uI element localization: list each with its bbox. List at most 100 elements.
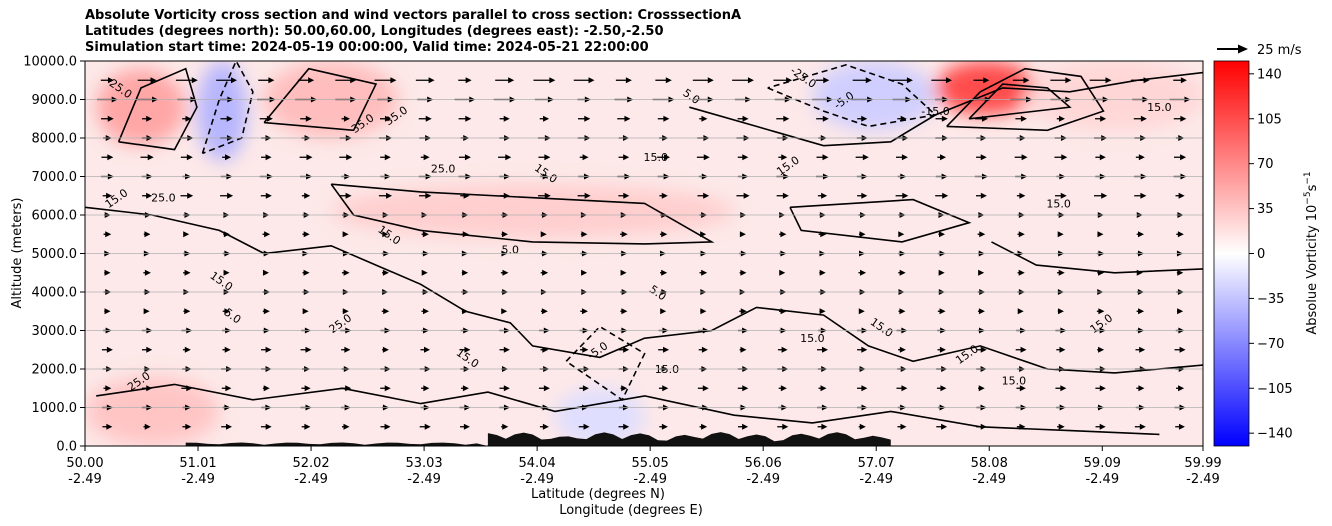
wind-vector [739,269,747,276]
wind-vector-head [980,154,987,161]
wind-vector [1136,269,1143,276]
wind-vector [458,154,471,161]
wind-vector-head [345,192,352,199]
wind-vector [175,77,198,84]
wind-vector-head [701,269,708,276]
wind-vector-head [1061,154,1068,161]
wind-vector [501,231,508,238]
contour-line-8 [96,383,1160,436]
wind-vector-head [701,423,708,430]
x-tick-label-lat: 51.01 [179,456,216,471]
wind-vector-head [1178,385,1185,392]
wind-vector-head [940,385,947,392]
wind-vector-head [227,192,234,199]
wind-vector-head [1018,269,1025,276]
wind-vector [779,269,786,276]
x-axis-label-line-2: Longitude (degrees E) [559,503,703,518]
wind-vector-head [543,115,550,122]
wind-vector [380,423,391,430]
wind-vector [1017,231,1025,238]
wind-vector [495,77,515,84]
wind-vector-head [303,269,310,276]
wind-vector-head [350,77,357,84]
wind-vector [739,346,747,353]
wind-vector-head [859,423,866,430]
wind-vector [699,115,708,122]
wind-vector [538,192,551,199]
wind-vector [974,115,988,122]
wind-vector [1097,269,1104,276]
quiver-key: 25 m/s [1217,43,1302,58]
wind-vector [1089,77,1112,84]
wind-vector [620,308,628,315]
wind-vector-head [463,192,470,199]
wind-vector [1095,154,1106,161]
wind-vector [335,77,357,84]
wind-vector [858,423,866,430]
wind-vector-head [581,308,588,315]
wind-vector-head [1136,269,1143,276]
wind-vector [896,385,908,392]
wind-vector-head [661,269,668,276]
y-tick-label: 5000.0 [32,247,78,262]
wind-vector-head [899,269,906,276]
wind-vector [1176,269,1184,276]
wind-vector-head [783,115,790,122]
wind-vector [577,192,591,199]
wind-vector-head [503,385,510,392]
wind-vector [260,192,272,199]
wind-vector-head [822,154,829,161]
wind-vector-head [187,192,194,199]
wind-vector [579,346,589,353]
wind-vector-head [184,346,191,353]
wind-vector [459,346,471,353]
wind-vector [461,231,469,238]
wind-vector-head [150,77,157,84]
wind-vector-head [663,346,670,353]
wind-vector-head [625,77,632,84]
wind-vector-head [700,231,707,238]
wind-vector [540,308,548,315]
wind-vector [976,154,987,161]
wind-vector-head [147,154,154,161]
wind-vector [101,346,113,353]
wind-vector-head [265,423,272,430]
wind-vector [100,77,114,84]
wind-vector [1174,346,1186,353]
wind-vector [302,231,310,238]
wind-vector-head [343,269,350,276]
wind-vector [1015,346,1027,353]
wind-vector-head [384,423,391,430]
x-tick-label-lon: -2.49 [68,472,102,487]
wind-vector-head [906,77,913,84]
wind-vector [975,192,987,199]
wind-vector [141,385,153,392]
wind-vector-head [268,77,275,84]
wind-vector-head [858,308,865,315]
wind-vector-head [223,231,230,238]
wind-vector [421,231,429,238]
wind-vector [978,269,985,276]
wind-vector [500,269,509,276]
wind-vector [579,385,589,392]
wind-vector-head [1178,423,1185,430]
wind-vector [857,115,868,122]
wind-vector-head [107,154,114,161]
wind-vector-head [661,231,668,238]
wind-vector-head [183,231,190,238]
wind-vector [1056,115,1065,122]
wind-vector [498,154,512,161]
wind-vector [341,346,351,353]
wind-vector-head [1098,308,1105,315]
wind-vector [341,269,350,276]
wind-vector-head [384,154,391,161]
wind-vector-head [501,308,508,315]
wind-vector [817,346,828,353]
wind-vector [739,231,746,238]
wind-vector-head [508,77,515,84]
wind-vector-head [544,154,551,161]
wind-vector-head [146,115,153,122]
wind-vector-head [1180,77,1187,84]
wind-vector-head [1058,423,1065,430]
wind-vector [897,423,907,430]
